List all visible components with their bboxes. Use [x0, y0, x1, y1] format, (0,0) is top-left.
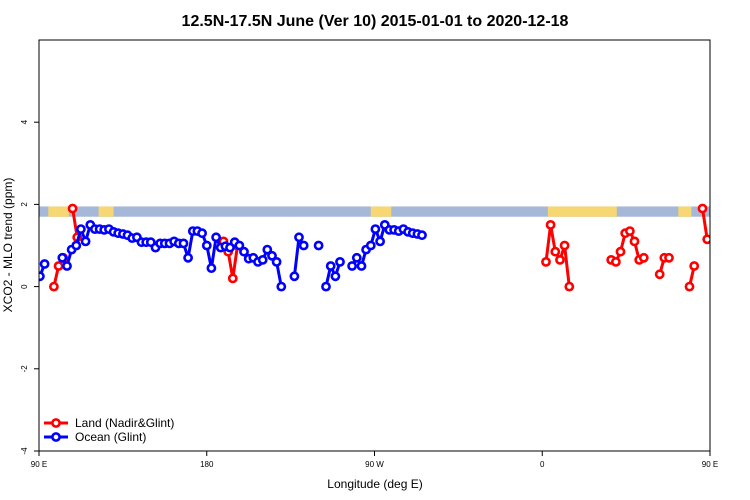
data-point [541, 256, 551, 267]
x-tick-label: 180 [200, 460, 214, 469]
series-line [701, 208, 709, 240]
data-point [80, 236, 91, 247]
data-point [53, 261, 64, 271]
data-point [201, 240, 212, 251]
data-point [702, 234, 710, 245]
data-point [351, 252, 362, 263]
x-tick-label: 90 E [31, 460, 47, 469]
data-point [67, 203, 78, 214]
data-point [611, 256, 621, 267]
data-point [375, 236, 385, 247]
series-line [324, 261, 342, 287]
y-tick-label: 0 [20, 284, 29, 289]
y-tick-label: 4 [20, 119, 29, 124]
data-point [276, 281, 287, 292]
land-patch [98, 206, 114, 217]
series-land [49, 203, 710, 292]
data-point [62, 261, 72, 271]
data-point [417, 230, 427, 241]
data-point [289, 271, 300, 282]
data-point [227, 273, 238, 284]
data-point [325, 261, 336, 271]
data-point [330, 271, 341, 282]
land-patch [370, 206, 392, 217]
y-axis: -4 -2 0 2 4 [20, 119, 39, 455]
chart-title: 12.5N-17.5N June (Ver 10) 2015-01-01 to … [182, 13, 569, 30]
data-point [262, 244, 273, 255]
y-tick-label: 2 [20, 202, 29, 207]
data-point [347, 261, 357, 271]
data-point [559, 240, 570, 251]
data-point [356, 261, 367, 271]
data-point [321, 281, 331, 292]
data-point [335, 256, 345, 267]
data-point [625, 226, 635, 236]
data-point [49, 281, 59, 292]
series-ocean [39, 219, 427, 292]
data-point [178, 238, 189, 249]
data-point [564, 281, 575, 292]
legend-marker [51, 432, 61, 442]
data-point [294, 232, 304, 243]
data-point [234, 240, 245, 251]
land-patch [547, 206, 617, 217]
data-point [206, 263, 217, 273]
data-point [239, 246, 249, 257]
series-layer [39, 203, 710, 292]
data-point [183, 252, 193, 263]
data-point [39, 259, 50, 269]
y-tick-label: -4 [20, 447, 29, 455]
data-point [615, 246, 626, 257]
data-point [271, 256, 282, 267]
data-point [313, 240, 324, 251]
data-point [555, 254, 565, 265]
legend: Land (Nadir&Glint)Ocean (Glint) [44, 416, 174, 444]
y-axis-label: XCO2 - MLO trend (ppm) [1, 178, 15, 313]
x-tick-label: 90 E [702, 460, 718, 469]
data-point [57, 252, 68, 263]
x-axis: 90 E 180 90 W 0 90 E [31, 451, 718, 469]
y-tick-label: -2 [20, 365, 29, 373]
data-point [71, 240, 82, 251]
data-point [370, 224, 381, 234]
x-axis-label: Longitude (deg E) [327, 477, 422, 491]
legend-marker [51, 418, 61, 428]
data-point [550, 246, 561, 257]
data-point [257, 254, 268, 265]
data-point [267, 250, 277, 261]
land-patch [678, 206, 692, 217]
data-point [211, 232, 221, 243]
data-point [638, 252, 649, 263]
land-ocean-band [39, 206, 710, 217]
data-point [684, 281, 695, 292]
data-point [697, 203, 708, 214]
data-point [298, 240, 309, 251]
data-point [39, 271, 45, 282]
data-point [365, 240, 376, 251]
land-patch [48, 206, 69, 217]
data-point [689, 261, 700, 271]
data-point [654, 269, 665, 280]
data-point [545, 219, 556, 230]
data-point [664, 252, 674, 263]
legend-label: Ocean (Glint) [75, 430, 146, 444]
x-tick-label: 0 [540, 460, 545, 469]
x-tick-label: 90 W [365, 460, 384, 469]
legend-label: Land (Nadir&Glint) [75, 416, 174, 430]
data-point [629, 236, 640, 247]
data-point [197, 228, 207, 239]
data-point [76, 224, 86, 234]
